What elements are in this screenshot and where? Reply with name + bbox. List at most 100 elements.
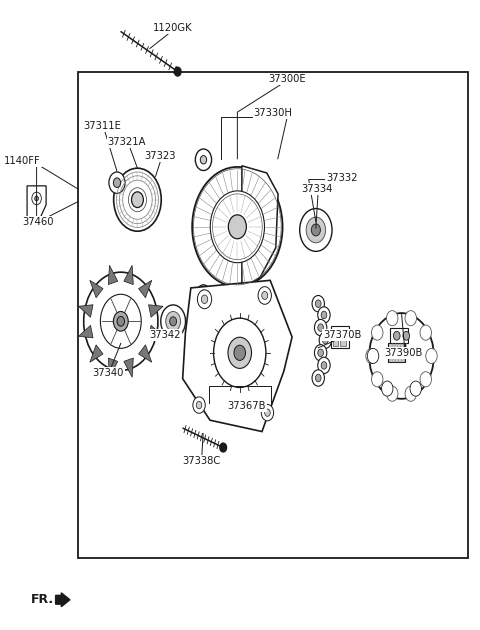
Text: 37332: 37332 (326, 173, 358, 183)
Circle shape (426, 348, 437, 364)
Circle shape (394, 331, 400, 340)
Text: 37340: 37340 (92, 368, 124, 378)
Circle shape (228, 337, 252, 369)
Bar (331, 326, 348, 348)
Text: 37334: 37334 (301, 184, 333, 194)
Circle shape (403, 331, 409, 340)
Polygon shape (183, 280, 292, 432)
Text: 37311E: 37311E (83, 121, 120, 131)
Circle shape (100, 294, 141, 348)
Circle shape (113, 311, 128, 331)
Circle shape (109, 172, 125, 193)
Bar (340, 329, 346, 345)
Polygon shape (124, 265, 133, 285)
Circle shape (318, 349, 324, 357)
Circle shape (318, 307, 330, 323)
Polygon shape (139, 280, 152, 298)
Circle shape (220, 443, 227, 452)
Circle shape (372, 372, 383, 387)
Text: 37370B: 37370B (323, 330, 361, 340)
Circle shape (214, 318, 266, 387)
Text: 37460: 37460 (23, 217, 54, 227)
Circle shape (197, 290, 212, 309)
Circle shape (372, 325, 383, 340)
Polygon shape (148, 305, 163, 318)
Circle shape (161, 305, 185, 338)
Circle shape (312, 224, 320, 236)
Circle shape (261, 404, 274, 421)
Text: 37330H: 37330H (253, 108, 292, 118)
Polygon shape (124, 358, 133, 377)
Bar (78, 72, 468, 558)
Circle shape (420, 325, 432, 340)
Bar (388, 343, 405, 362)
Circle shape (366, 348, 377, 364)
Polygon shape (242, 166, 278, 288)
Circle shape (169, 317, 177, 326)
FancyArrow shape (56, 593, 70, 607)
Text: 37300E: 37300E (268, 74, 306, 84)
Circle shape (386, 386, 398, 401)
Circle shape (323, 336, 328, 344)
Circle shape (405, 386, 417, 401)
Text: 37338C: 37338C (182, 456, 221, 466)
Circle shape (318, 324, 324, 331)
Circle shape (321, 311, 327, 319)
Text: 37342: 37342 (149, 330, 181, 340)
Circle shape (314, 319, 327, 336)
Text: 1120GK: 1120GK (153, 23, 193, 33)
Bar (390, 328, 408, 343)
Text: 37321A: 37321A (108, 137, 146, 147)
Circle shape (315, 300, 321, 307)
Circle shape (201, 295, 208, 304)
Circle shape (382, 381, 393, 396)
Circle shape (315, 374, 321, 382)
Circle shape (321, 362, 327, 369)
Circle shape (132, 192, 144, 208)
Polygon shape (79, 325, 93, 338)
Circle shape (300, 209, 332, 251)
Circle shape (386, 311, 398, 326)
Circle shape (113, 178, 120, 188)
Circle shape (264, 409, 270, 416)
Text: 37390B: 37390B (384, 348, 423, 358)
Circle shape (174, 67, 181, 76)
Polygon shape (90, 280, 103, 298)
Circle shape (35, 196, 38, 201)
Circle shape (234, 345, 245, 360)
Circle shape (420, 372, 432, 387)
Circle shape (114, 168, 161, 231)
Circle shape (166, 311, 180, 331)
Circle shape (367, 348, 379, 364)
Circle shape (117, 316, 124, 326)
Circle shape (32, 192, 41, 205)
Circle shape (195, 149, 212, 171)
Circle shape (210, 191, 264, 263)
Circle shape (318, 357, 330, 374)
Circle shape (192, 167, 283, 287)
Circle shape (369, 313, 434, 399)
Circle shape (84, 272, 158, 370)
Circle shape (319, 332, 332, 348)
Circle shape (314, 345, 327, 361)
Text: 1140FF: 1140FF (4, 156, 41, 166)
Circle shape (200, 156, 206, 164)
Text: FR.: FR. (31, 593, 54, 606)
Circle shape (193, 397, 205, 413)
Circle shape (405, 311, 417, 326)
Circle shape (312, 295, 324, 312)
Polygon shape (139, 345, 152, 362)
Polygon shape (27, 186, 46, 217)
Circle shape (197, 285, 210, 303)
Circle shape (228, 215, 246, 239)
Polygon shape (108, 265, 118, 285)
Circle shape (262, 292, 268, 299)
Polygon shape (108, 358, 118, 377)
Circle shape (312, 370, 324, 386)
Polygon shape (79, 305, 93, 318)
Text: 37323: 37323 (144, 151, 176, 161)
Polygon shape (148, 325, 163, 338)
Circle shape (306, 217, 325, 243)
Bar (333, 329, 338, 345)
Circle shape (410, 381, 421, 396)
